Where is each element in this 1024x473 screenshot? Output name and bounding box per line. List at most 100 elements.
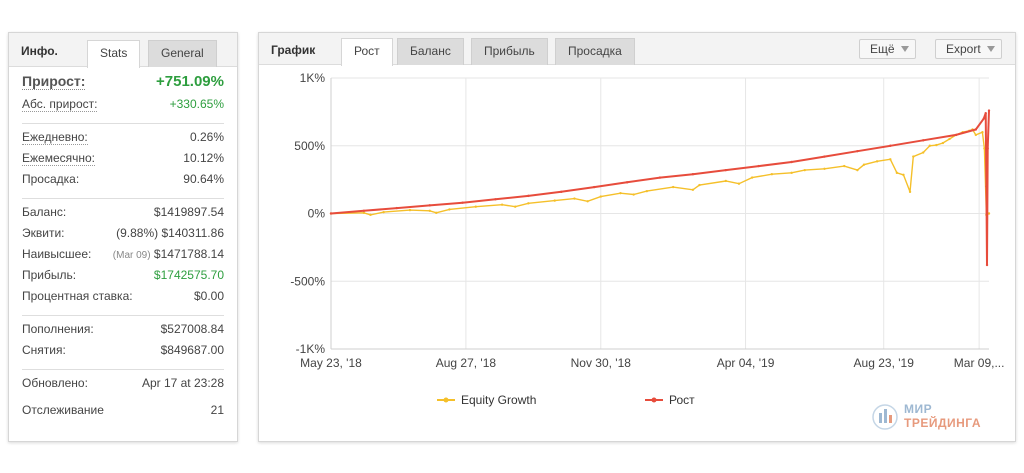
tab-balance[interactable]: Баланс xyxy=(397,38,464,65)
series-point xyxy=(889,158,892,161)
drawdown-value: 90.64% xyxy=(183,172,224,186)
tab-stats[interactable]: Stats xyxy=(87,40,141,68)
gain-label[interactable]: Прирост: xyxy=(22,73,86,90)
deposits-label: Пополнения: xyxy=(22,322,94,336)
series-point xyxy=(737,182,741,185)
y-tick-label: 0% xyxy=(308,207,326,221)
series-point xyxy=(922,151,925,154)
series-point xyxy=(645,189,649,193)
series-point xyxy=(856,149,859,153)
series-point xyxy=(986,147,989,150)
deposits-row: Пополнения: $527008.84 xyxy=(22,322,224,343)
profit-row: Прибыль: $1742575.70 xyxy=(22,268,224,289)
legend-label: Рост xyxy=(669,393,695,407)
equity-percent: (9.88%) xyxy=(116,226,159,240)
interest-value: $0.00 xyxy=(193,289,224,303)
series-point xyxy=(362,211,366,215)
series-point xyxy=(474,205,477,208)
series-point xyxy=(494,198,497,201)
legend-marker xyxy=(651,397,657,403)
equity-value-group: (9.88%) $140311.86 xyxy=(116,226,224,240)
highest-row: Наивысшее: (Mar 09) $1471788.14 xyxy=(22,247,224,268)
series-point xyxy=(527,202,530,205)
series-point xyxy=(632,193,635,196)
x-tick-label: Nov 30, '18 xyxy=(571,356,632,370)
export-button[interactable]: Export xyxy=(935,39,1002,59)
series-point xyxy=(750,176,754,179)
series-point xyxy=(803,168,806,172)
interest-row: Процентная ставка: $0.00 xyxy=(22,289,224,310)
series-point xyxy=(691,188,695,191)
series-point xyxy=(619,191,622,195)
withdrawals-value: $849687.00 xyxy=(160,343,224,357)
chart-panel: График Рост Баланс Прибыль Просадка Ещё … xyxy=(258,32,1016,442)
series-point xyxy=(593,185,596,189)
highest-date: (Mar 09) xyxy=(112,250,151,261)
series-point xyxy=(658,176,662,179)
series-point xyxy=(895,171,899,175)
legend-label: Equity Growth xyxy=(461,393,536,407)
series-point xyxy=(974,133,978,137)
updated-row: Обновлено: Apr 17 at 23:28 xyxy=(22,376,224,403)
drawdown-label: Просадка: xyxy=(22,172,80,186)
tab-drawdown[interactable]: Просадка xyxy=(555,38,635,65)
series-point xyxy=(987,212,991,215)
abs-gain-value: +330.65% xyxy=(169,97,224,111)
watermark-logo-icon xyxy=(872,404,898,430)
stats-list: Прирост: +751.09% Абс. прирост: +330.65%… xyxy=(9,67,237,435)
series-point xyxy=(823,155,826,158)
abs-gain-row: Абс. прирост: +330.65% xyxy=(22,97,224,118)
daily-value: 0.26% xyxy=(189,130,224,144)
monthly-label[interactable]: Ежемесячно: xyxy=(22,151,96,166)
meta-section: Обновлено: Apr 17 at 23:28 Отслеживание … xyxy=(22,370,224,435)
series-point xyxy=(408,208,412,212)
series-point xyxy=(573,197,576,200)
series-point xyxy=(875,160,879,163)
tab-growth[interactable]: Рост xyxy=(341,38,393,66)
profit-label: Прибыль: xyxy=(22,268,77,282)
series-point xyxy=(428,209,431,212)
series-point xyxy=(395,206,398,210)
series-point xyxy=(369,213,372,217)
y-tick-label: 500% xyxy=(294,139,325,153)
series-point xyxy=(935,143,938,147)
balance-value: $1419897.54 xyxy=(153,205,224,219)
stats-panel: Инфо. Stats General Прирост: +751.09% Аб… xyxy=(8,32,238,442)
growth-chart[interactable]: 1K% 500% 0% -500% -1K%May 23, '18 Aug 27, '18… xyxy=(259,66,1015,441)
series-point xyxy=(954,133,958,137)
series-point xyxy=(724,168,727,172)
series-point xyxy=(724,179,727,183)
tab-general[interactable]: General xyxy=(148,40,217,67)
profit-value: $1742575.70 xyxy=(153,268,224,282)
series-point xyxy=(985,185,988,188)
gain-value: +751.09% xyxy=(156,73,224,90)
watermark-line2: ТРЕЙДИНГА xyxy=(904,416,982,430)
series-point xyxy=(757,164,760,168)
balance-label: Баланс: xyxy=(22,205,67,219)
more-button[interactable]: Ещё xyxy=(859,39,916,59)
x-tick-label: Apr 04, '19 xyxy=(717,356,775,370)
withdrawals-row: Снятия: $849687.00 xyxy=(22,343,224,364)
x-tick-label: Mar 09,... xyxy=(954,356,1005,370)
tab-profit[interactable]: Прибыль xyxy=(471,38,548,65)
abs-gain-label[interactable]: Абс. прирост: xyxy=(22,97,98,112)
x-tick-label: Aug 27, '18 xyxy=(436,356,497,370)
series-point xyxy=(843,164,846,168)
watermark-line1: МИР xyxy=(904,402,933,416)
chart-panel-title: График xyxy=(271,43,316,57)
y-tick-label: -500% xyxy=(290,274,325,288)
gain-row: Прирост: +751.09% xyxy=(22,73,224,97)
export-button-label: Export xyxy=(946,42,981,56)
transfers-section: Пополнения: $527008.84 Снятия: $849687.0… xyxy=(22,316,224,370)
series-point xyxy=(981,131,984,134)
daily-label[interactable]: Ежедневно: xyxy=(22,130,88,145)
drawdown-row: Просадка: 90.64% xyxy=(22,172,224,193)
series-point xyxy=(691,173,695,176)
series-point xyxy=(329,212,333,215)
series-point xyxy=(435,211,438,215)
series-point xyxy=(553,199,556,202)
series-point xyxy=(987,109,991,112)
series-line-growth xyxy=(330,110,990,266)
series-point xyxy=(428,204,431,207)
series-point xyxy=(922,139,925,142)
